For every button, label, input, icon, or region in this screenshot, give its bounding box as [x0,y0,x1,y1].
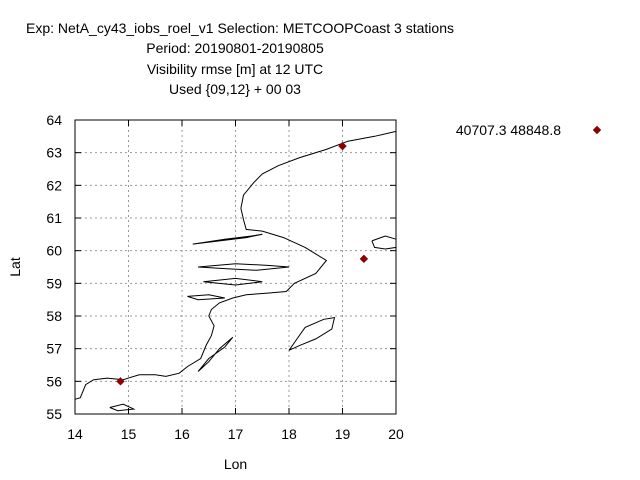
coastline [371,235,397,250]
y-axis-label: Lat [7,257,23,277]
chart-title-line-4: Used {09,12} + 00 03 [169,81,301,97]
x-tick-label: 14 [67,426,83,442]
station-point [359,254,369,264]
y-tick-label: 63 [46,145,62,161]
y-tick-label: 60 [46,243,62,259]
y-tick-label: 57 [46,341,62,357]
x-tick-label: 15 [121,426,137,442]
y-tick-label: 58 [46,308,62,324]
coastline [203,277,263,286]
x-tick-label: 16 [174,426,190,442]
chart-title-line-2: Period: 20190801-20190805 [146,40,324,56]
coastline [74,130,397,400]
y-tick-label: 64 [46,112,62,128]
station-point [116,377,125,386]
y-tick-label: 56 [46,373,62,389]
y-tick-label: 61 [46,210,62,226]
x-tick-label: 19 [335,426,351,442]
station-point [338,141,347,151]
x-axis-ticks: 14 15 16 17 18 19 20 [67,120,404,442]
legend: 40707.3 48848.8 [456,122,602,138]
legend-label: 40707.3 48848.8 [456,122,561,138]
x-axis-label: Lon [224,456,247,472]
x-tick-label: 18 [281,426,297,442]
coastlines [74,130,397,412]
coastline [187,294,225,301]
coastline [198,263,290,271]
coastline [288,316,336,351]
chart-title-line-3: Visibility rmse [m] at 12 UTC [146,61,324,77]
data-points [116,141,369,386]
coastline [197,336,234,372]
coastline [109,403,136,412]
grid-lines [75,120,396,414]
y-axis-ticks: 55 56 57 58 59 60 61 62 63 64 [46,112,396,422]
legend-marker [592,125,602,135]
y-tick-label: 59 [46,275,62,291]
x-tick-label: 20 [388,426,404,442]
x-tick-label: 17 [228,426,244,442]
y-tick-label: 55 [46,406,62,422]
y-tick-label: 62 [46,177,62,193]
chart-title-line-1: Exp: NetA_cy43_iobs_roel_v1 Selection: M… [26,20,454,36]
coastline [192,233,263,245]
